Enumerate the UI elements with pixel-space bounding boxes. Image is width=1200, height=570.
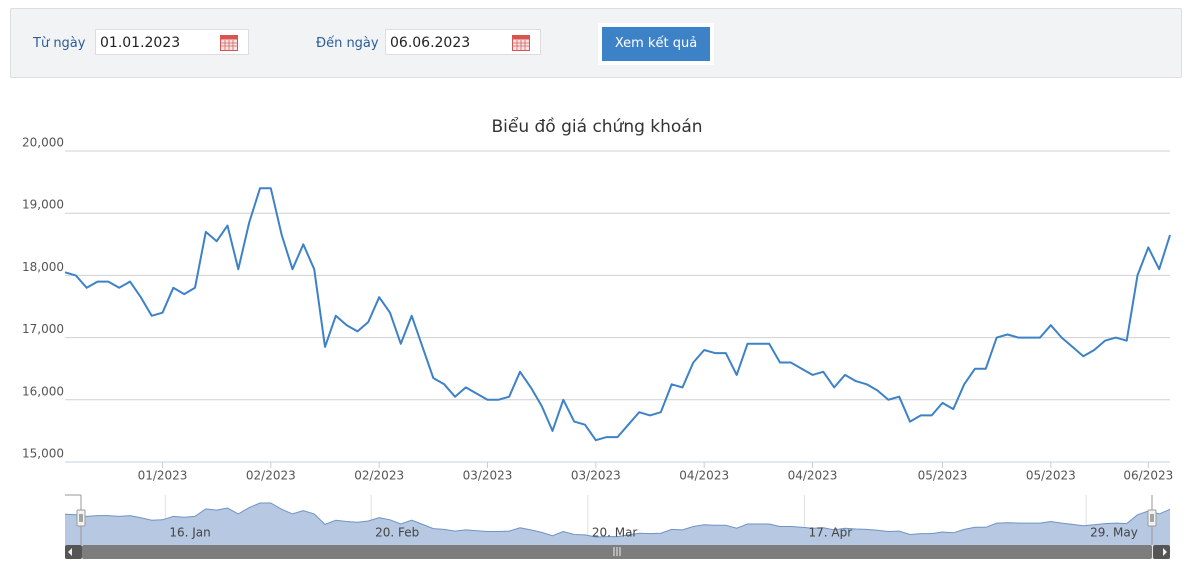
y-tick-label: 18,000 <box>22 260 64 274</box>
calendar-icon[interactable] <box>512 35 530 51</box>
navigator-handle <box>76 509 86 527</box>
to-value: 06.06.2023 <box>390 35 471 51</box>
y-tick-label: 20,000 <box>22 136 64 150</box>
filter-panel: Từ ngày 01.01.2023 Đến ngày 06.06.2023 X… <box>10 8 1182 78</box>
to-label: Đến ngày <box>316 36 379 51</box>
handle-grip <box>1150 514 1154 522</box>
calendar-icon[interactable] <box>220 35 238 51</box>
scrollbar-arrow <box>1153 545 1170 559</box>
navigator-handle <box>1147 509 1157 527</box>
scrollbar-arrow <box>65 545 82 559</box>
navigator-line <box>64 502 1171 538</box>
navigator-label: 20. Mar <box>592 526 638 540</box>
y-tick-label: 19,000 <box>22 198 64 212</box>
x-tick-label: 04/2023 <box>679 469 729 483</box>
y-tick-label: 15,000 <box>22 447 64 461</box>
navigator-label: 17. Apr <box>809 526 853 540</box>
x-tick-label: 05/2023 <box>918 469 968 483</box>
from-value: 01.01.2023 <box>100 35 181 51</box>
navigator-label: 20. Feb <box>375 526 419 540</box>
x-tick-label: 02/2023 <box>354 469 404 483</box>
navigator-label: 29. May <box>1090 526 1138 540</box>
x-tick-label: 05/2023 <box>1026 469 1076 483</box>
x-tick-label: 06/2023 <box>1123 469 1173 483</box>
arrow-glyph <box>68 548 72 556</box>
x-tick-label: 03/2023 <box>463 469 513 483</box>
arrow-glyph <box>1163 548 1167 556</box>
chart-title: Biểu đồ giá chứng khoán <box>491 116 702 137</box>
x-tick-label: 02/2023 <box>246 469 296 483</box>
handle-grip <box>79 514 83 522</box>
x-tick-label: 04/2023 <box>788 469 838 483</box>
y-tick-label: 16,000 <box>22 384 64 398</box>
price-line <box>64 187 1171 442</box>
from-label: Từ ngày <box>33 36 86 51</box>
x-tick-label: 03/2023 <box>571 469 621 483</box>
to-input[interactable]: 06.06.2023 <box>385 29 541 55</box>
from-input[interactable]: 01.01.2023 <box>95 29 249 55</box>
scrollbar-grip <box>613 547 621 556</box>
navigator-area <box>65 503 1170 545</box>
submit-button[interactable]: Xem kết quả <box>601 26 711 62</box>
navigator-label: 16. Jan <box>169 526 210 540</box>
x-tick-label: 01/2023 <box>138 469 188 483</box>
y-tick-label: 17,000 <box>22 322 64 336</box>
